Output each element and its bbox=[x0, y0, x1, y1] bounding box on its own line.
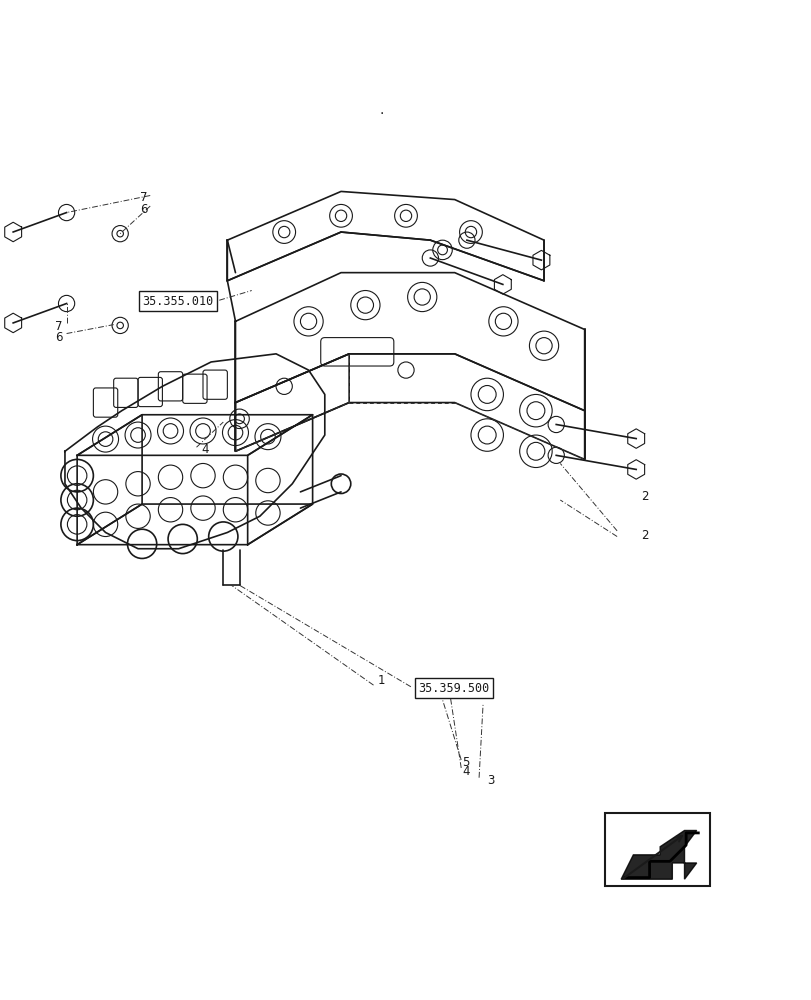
Text: 2: 2 bbox=[641, 529, 648, 542]
Text: 4: 4 bbox=[201, 443, 208, 456]
Text: 5: 5 bbox=[461, 756, 469, 769]
Text: 6: 6 bbox=[139, 203, 147, 216]
Text: 1: 1 bbox=[377, 674, 384, 687]
Text: 4: 4 bbox=[461, 765, 469, 778]
Text: 6: 6 bbox=[55, 331, 62, 344]
Text: 35.359.500: 35.359.500 bbox=[418, 682, 489, 695]
Text: ·: · bbox=[379, 107, 384, 121]
Text: 7: 7 bbox=[55, 320, 62, 333]
Bar bbox=[604, 813, 710, 886]
Text: 7: 7 bbox=[139, 191, 147, 204]
Text: 3: 3 bbox=[487, 774, 494, 787]
Polygon shape bbox=[620, 830, 696, 879]
Text: 2: 2 bbox=[641, 490, 648, 503]
Text: 35.355.010: 35.355.010 bbox=[142, 295, 213, 308]
